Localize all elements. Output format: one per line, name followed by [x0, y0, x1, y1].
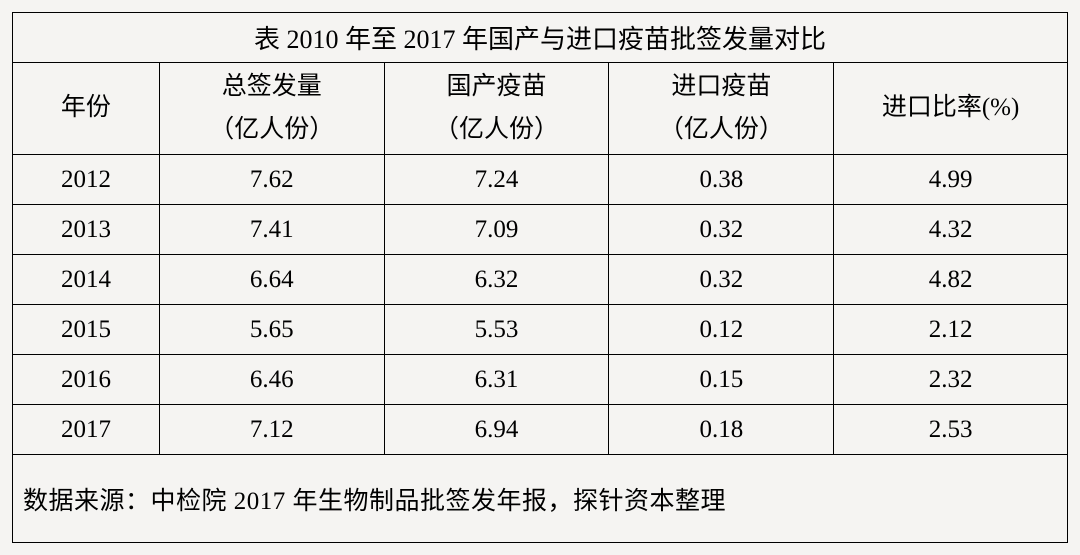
cell-import: 0.12 — [609, 305, 834, 355]
vaccine-comparison-table: 表 2010 年至 2017 年国产与进口疫苗批签发量对比 年份 总签发量 （亿… — [12, 12, 1068, 543]
header-year: 年份 — [13, 63, 160, 155]
cell-year: 2015 — [13, 305, 160, 355]
cell-year: 2017 — [13, 405, 160, 455]
cell-total: 6.64 — [159, 255, 384, 305]
header-domestic: 国产疫苗 （亿人份） — [384, 63, 609, 155]
cell-year: 2016 — [13, 355, 160, 405]
cell-domestic: 7.24 — [384, 155, 609, 205]
header-import: 进口疫苗 （亿人份） — [609, 63, 834, 155]
table-row: 2014 6.64 6.32 0.32 4.82 — [13, 255, 1068, 305]
cell-domestic: 6.94 — [384, 405, 609, 455]
cell-domestic: 6.31 — [384, 355, 609, 405]
table-row: 2017 7.12 6.94 0.18 2.53 — [13, 405, 1068, 455]
table-row: 2015 5.65 5.53 0.12 2.12 — [13, 305, 1068, 355]
table-row: 2013 7.41 7.09 0.32 4.32 — [13, 205, 1068, 255]
table-row: 2012 7.62 7.24 0.38 4.99 — [13, 155, 1068, 205]
header-total: 总签发量 （亿人份） — [159, 63, 384, 155]
cell-ratio: 2.12 — [834, 305, 1068, 355]
header-year-label: 年份 — [61, 94, 111, 121]
header-import-line1: 进口疫苗 — [671, 73, 771, 100]
cell-year: 2012 — [13, 155, 160, 205]
table-row: 2016 6.46 6.31 0.15 2.32 — [13, 355, 1068, 405]
cell-total: 7.41 — [159, 205, 384, 255]
cell-total: 7.62 — [159, 155, 384, 205]
data-source: 数据来源：中检院 2017 年生物制品批签发年报，探针资本整理 — [13, 455, 1068, 543]
cell-domestic: 7.09 — [384, 205, 609, 255]
cell-total: 7.12 — [159, 405, 384, 455]
table-title-row: 表 2010 年至 2017 年国产与进口疫苗批签发量对比 — [13, 13, 1068, 63]
cell-year: 2013 — [13, 205, 160, 255]
cell-ratio: 2.32 — [834, 355, 1068, 405]
cell-ratio: 4.32 — [834, 205, 1068, 255]
header-domestic-line1: 国产疫苗 — [447, 73, 547, 100]
header-ratio: 进口比率(%) — [834, 63, 1068, 155]
header-import-line2: （亿人份） — [659, 116, 784, 143]
cell-domestic: 6.32 — [384, 255, 609, 305]
table-header-row: 年份 总签发量 （亿人份） 国产疫苗 （亿人份） 进口疫苗 （亿人份） 进口比率… — [13, 63, 1068, 155]
cell-domestic: 5.53 — [384, 305, 609, 355]
cell-total: 6.46 — [159, 355, 384, 405]
cell-total: 5.65 — [159, 305, 384, 355]
cell-ratio: 2.53 — [834, 405, 1068, 455]
cell-import: 0.32 — [609, 205, 834, 255]
cell-import: 0.32 — [609, 255, 834, 305]
cell-ratio: 4.82 — [834, 255, 1068, 305]
cell-import: 0.18 — [609, 405, 834, 455]
table-title: 表 2010 年至 2017 年国产与进口疫苗批签发量对比 — [13, 13, 1068, 63]
header-total-line2: （亿人份） — [209, 116, 334, 143]
cell-ratio: 4.99 — [834, 155, 1068, 205]
cell-import: 0.38 — [609, 155, 834, 205]
vaccine-table-container: 表 2010 年至 2017 年国产与进口疫苗批签发量对比 年份 总签发量 （亿… — [12, 12, 1068, 543]
header-total-line1: 总签发量 — [222, 73, 322, 100]
header-domestic-line2: （亿人份） — [434, 116, 559, 143]
cell-import: 0.15 — [609, 355, 834, 405]
cell-year: 2014 — [13, 255, 160, 305]
table-source-row: 数据来源：中检院 2017 年生物制品批签发年报，探针资本整理 — [13, 455, 1068, 543]
header-ratio-label: 进口比率(%) — [882, 94, 1019, 121]
